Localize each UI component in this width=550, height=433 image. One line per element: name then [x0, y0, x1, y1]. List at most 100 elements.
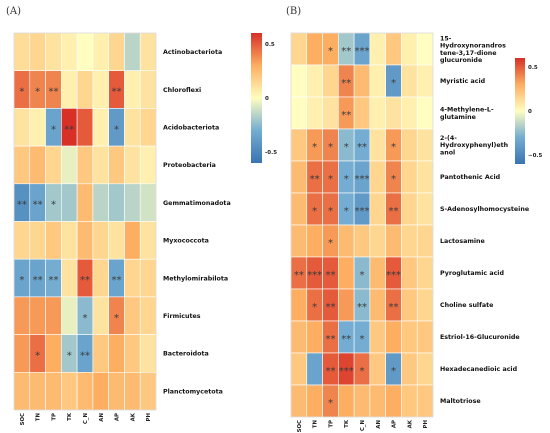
- panel-a-cell: [124, 70, 141, 109]
- panel-b-row-label: Estriol-16-Glucuronide: [440, 334, 520, 341]
- panel-a-significance-mark: **: [64, 124, 74, 135]
- panel-b-column-label: TP: [328, 420, 334, 428]
- panel-a-cell: [92, 108, 109, 147]
- row-label-line: S-Adenosylhomocysteine: [440, 206, 529, 213]
- panel-b-cell: [369, 224, 386, 258]
- panel-a-cell: [45, 145, 62, 185]
- panel-a-row-label: Actinobacteriota: [163, 49, 222, 56]
- panel-b-column-label: AN: [376, 420, 382, 429]
- panel-b-legend-tick: 0.5: [528, 65, 538, 71]
- panel-a-cell: [124, 334, 141, 373]
- panel-a-cell: [92, 258, 109, 298]
- panel-b-label: (B): [286, 6, 301, 17]
- panel-a-significance-mark: **: [17, 200, 27, 211]
- panel-b-significance-mark: ***: [307, 270, 322, 281]
- panel-a-cell: [29, 371, 46, 411]
- panel-b-column-label: C_N: [360, 420, 366, 432]
- panel-b-significance-mark: **: [357, 142, 367, 153]
- panel-b-color-legend: [515, 58, 525, 164]
- panel-a-significance-mark: **: [80, 350, 90, 361]
- panel-a-column-label: PH: [146, 413, 152, 422]
- panel-a-legend-tick: 0: [265, 96, 269, 102]
- panel-b-cell: [401, 256, 418, 290]
- panel-b-cell: [401, 384, 418, 418]
- panel-b-cell: [416, 64, 434, 98]
- panel-b-cell: [290, 224, 308, 258]
- row-label-line: Hexadecanedioic acid: [440, 366, 517, 373]
- panel-b-cell: [353, 224, 371, 258]
- row-label-line: Choline sulfate: [440, 302, 493, 309]
- panel-b-cell: [353, 384, 371, 418]
- panel-b-column-label: AK: [407, 419, 413, 428]
- panel-a-cell: [76, 371, 94, 411]
- panel-b-cell: [416, 96, 434, 130]
- panel-b-cell: [306, 384, 323, 418]
- panel-b-cell: [338, 384, 355, 418]
- panel-b-cell: [290, 160, 308, 194]
- panel-b-cell: [401, 96, 418, 130]
- panel-a-cell: [139, 108, 157, 147]
- panel-b-row-label: Myristic acid: [440, 78, 485, 85]
- panel-b-cell: [290, 96, 308, 130]
- panel-a-cell: [13, 32, 31, 72]
- panel-b-cell: [306, 96, 323, 130]
- panel-b-cell: [369, 256, 386, 290]
- panel-b-significance-mark: **: [341, 78, 351, 89]
- panel-b-cell: [369, 128, 386, 162]
- panel-a-cell: [124, 32, 141, 72]
- panel-a-cell: [124, 258, 141, 298]
- panel-b-significance-mark: *: [360, 270, 365, 281]
- panel-a-cell: [108, 334, 125, 373]
- panel-b-cell: [369, 64, 386, 98]
- panel-b-cell: [401, 32, 418, 66]
- panel-b-cell: [401, 288, 418, 322]
- panel-a-cell: [76, 108, 94, 147]
- panel-a-significance-mark: *: [19, 87, 24, 98]
- panel-b-significance-mark: **: [341, 334, 351, 345]
- panel-b-cell: [290, 288, 308, 322]
- panel-a-significance-mark: **: [112, 87, 122, 98]
- panel-a-cell: [29, 145, 46, 185]
- panel-a-row-label: Chloroflexi: [163, 87, 201, 94]
- panel-b-legend-tick: −0.5: [528, 153, 543, 159]
- panel-a-significance-mark: **: [80, 275, 90, 286]
- panel-b-significance-mark: *: [344, 174, 349, 185]
- panel-a-cell: [61, 183, 78, 222]
- panel-b-cell: [401, 224, 418, 258]
- panel-a-cell: [92, 145, 109, 185]
- panel-a-row-label: Planctomycetota: [163, 388, 223, 395]
- panel-b-cell: [290, 352, 308, 386]
- panel-a-significance-mark: **: [33, 275, 43, 286]
- panel-b-significance-mark: *: [328, 142, 333, 153]
- panel-b-row-label: Lactosamine: [440, 238, 485, 245]
- row-label-line: 15-: [440, 35, 452, 42]
- panel-b-cell: [385, 32, 402, 66]
- panel-b-cell: [416, 128, 434, 162]
- panel-a-cell: [124, 183, 141, 222]
- panel-b-significance-mark: *: [391, 366, 396, 377]
- panel-a-cell: [61, 145, 78, 185]
- panel-b-cell: [290, 128, 308, 162]
- row-label-line: tene-3,17-dione: [440, 50, 497, 57]
- panel-b-significance-mark: **: [325, 270, 335, 281]
- panel-a-cell: [61, 258, 78, 298]
- panel-a-column-label: TK: [67, 412, 73, 421]
- panel-a-column-label: AN: [99, 413, 105, 422]
- panel-b-significance-mark: **: [325, 334, 335, 345]
- panel-b-significance-mark: *: [328, 398, 333, 409]
- panel-a-cell: [108, 145, 125, 185]
- panel-b-cell: [338, 288, 355, 322]
- panel-a-cell: [29, 32, 46, 72]
- panel-b-cell: [369, 320, 386, 354]
- panel-a-cell: [45, 296, 62, 335]
- panel-a-cell: [108, 371, 125, 411]
- panel-b-row-label: Maltotriose: [440, 398, 481, 405]
- panel-b-significance-mark: *: [312, 302, 317, 313]
- panel-a-significance-mark: *: [83, 313, 88, 324]
- panel-b-row-label: Choline sulfate: [440, 302, 493, 309]
- panel-b-significance-mark: *: [328, 174, 333, 185]
- panel-a-cell: [76, 221, 94, 260]
- panel-a-significance-mark: *: [67, 350, 72, 361]
- row-label-line: Myristic acid: [440, 78, 485, 85]
- panel-a-cell: [139, 221, 157, 260]
